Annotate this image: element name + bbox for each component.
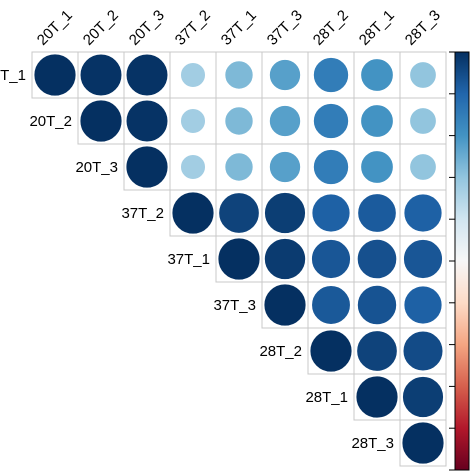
correlation-circle-37T_2-37T_2	[171, 191, 215, 235]
correlation-circle-20T_3-20T_3	[125, 145, 169, 189]
row-label: 28T_2	[259, 343, 302, 360]
correlation-circle-37T_1-28T_1	[356, 238, 398, 280]
correlation-circle-28T_2-28T_3	[402, 330, 444, 372]
correlation-circle-20T_3-28T_1	[360, 150, 394, 184]
correlation-circles	[33, 53, 445, 465]
correlation-circle-20T_3-37T_1	[224, 152, 254, 182]
correlation-circle-37T_1-37T_3	[264, 238, 306, 280]
correlation-circle-37T_3-28T_3	[403, 285, 443, 325]
correlation-circle-20T_3-37T_3	[269, 151, 301, 183]
row-label: 20T_3	[75, 159, 118, 176]
row-labels: T_1 20T_2 20T_3 37T_2 37T_1 37T_3 28T_2 28T_1 28…	[0, 67, 394, 452]
color-legend-ticks	[449, 51, 455, 471]
correlation-circle-28T_2-28T_1	[356, 330, 398, 372]
column-label: 28T_2	[310, 7, 352, 49]
correlation-circle-20T_1-28T_2	[313, 57, 349, 93]
row-label: 37T_1	[167, 251, 210, 268]
correlation-circle-37T_2-28T_3	[403, 193, 443, 233]
correlation-circle-37T_1-28T_3	[403, 239, 443, 279]
correlation-circle-20T_2-37T_1	[224, 106, 254, 136]
correlation-circle-37T_1-37T_1	[217, 237, 261, 281]
column-label: 37T_2	[172, 7, 214, 49]
correlation-circle-28T_1-28T_1	[355, 375, 399, 419]
correlation-circle-20T_2-28T_1	[360, 104, 394, 138]
correlation-circle-20T_2-20T_3	[125, 99, 169, 143]
column-labels: 20T_1 20T_2 20T_3 37T_2 37T_1 37T_3 28T_2 28T_1…	[34, 7, 444, 49]
correlation-circle-37T_2-37T_3	[264, 192, 306, 234]
correlation-circle-37T_2-37T_1	[218, 192, 260, 234]
correlation-circle-20T_3-28T_3	[409, 153, 437, 181]
row-label: 37T_3	[213, 297, 256, 314]
correlation-circle-20T_2-28T_3	[409, 107, 437, 135]
column-label: 20T_1	[34, 7, 76, 49]
correlation-circle-20T_1-20T_3	[125, 53, 169, 97]
correlation-circle-37T_3-37T_3	[263, 283, 307, 327]
correlation-circle-20T_1-37T_3	[269, 59, 301, 91]
correlation-circle-28T_2-28T_2	[309, 329, 353, 373]
row-label: 20T_2	[29, 113, 72, 130]
correlation-circle-20T_3-28T_2	[313, 149, 349, 185]
correlation-circle-20T_2-20T_2	[79, 99, 123, 143]
correlation-circle-37T_3-28T_2	[311, 285, 351, 325]
column-label: 28T_1	[356, 7, 398, 49]
correlation-circle-20T_2-37T_2	[180, 108, 206, 134]
column-label: 20T_2	[80, 7, 122, 49]
correlation-circle-20T_1-37T_1	[224, 60, 254, 90]
column-label: 37T_1	[218, 7, 260, 49]
correlation-circle-37T_2-28T_2	[311, 193, 351, 233]
correlation-circle-37T_1-28T_2	[311, 239, 351, 279]
correlation-circle-28T_3-28T_3	[401, 421, 445, 465]
color-legend-bar	[454, 51, 470, 471]
correlation-circle-20T_2-37T_3	[269, 105, 301, 137]
row-label: 37T_2	[121, 205, 164, 222]
correlation-circle-20T_3-37T_2	[180, 154, 206, 180]
correlation-circle-20T_1-37T_2	[180, 62, 206, 88]
row-label: 28T_1	[305, 389, 348, 406]
correlation-circle-37T_3-28T_1	[357, 285, 397, 325]
correlation-circle-20T_1-20T_2	[79, 53, 123, 97]
column-label: 28T_3	[402, 7, 444, 49]
correlation-circle-20T_2-28T_2	[313, 103, 349, 139]
column-label: 20T_3	[126, 7, 168, 49]
color-legend	[449, 51, 470, 471]
row-label: 28T_3	[351, 435, 394, 452]
correlation-circle-20T_1-20T_1	[33, 53, 77, 97]
correlation-circle-20T_1-28T_3	[409, 61, 437, 89]
correlation-circle-20T_1-28T_1	[360, 58, 394, 92]
correlation-circle-37T_2-28T_1	[357, 193, 397, 233]
column-label: 37T_3	[264, 7, 306, 49]
row-label: T_1	[0, 67, 26, 84]
correlation-circle-28T_1-28T_3	[402, 376, 444, 418]
